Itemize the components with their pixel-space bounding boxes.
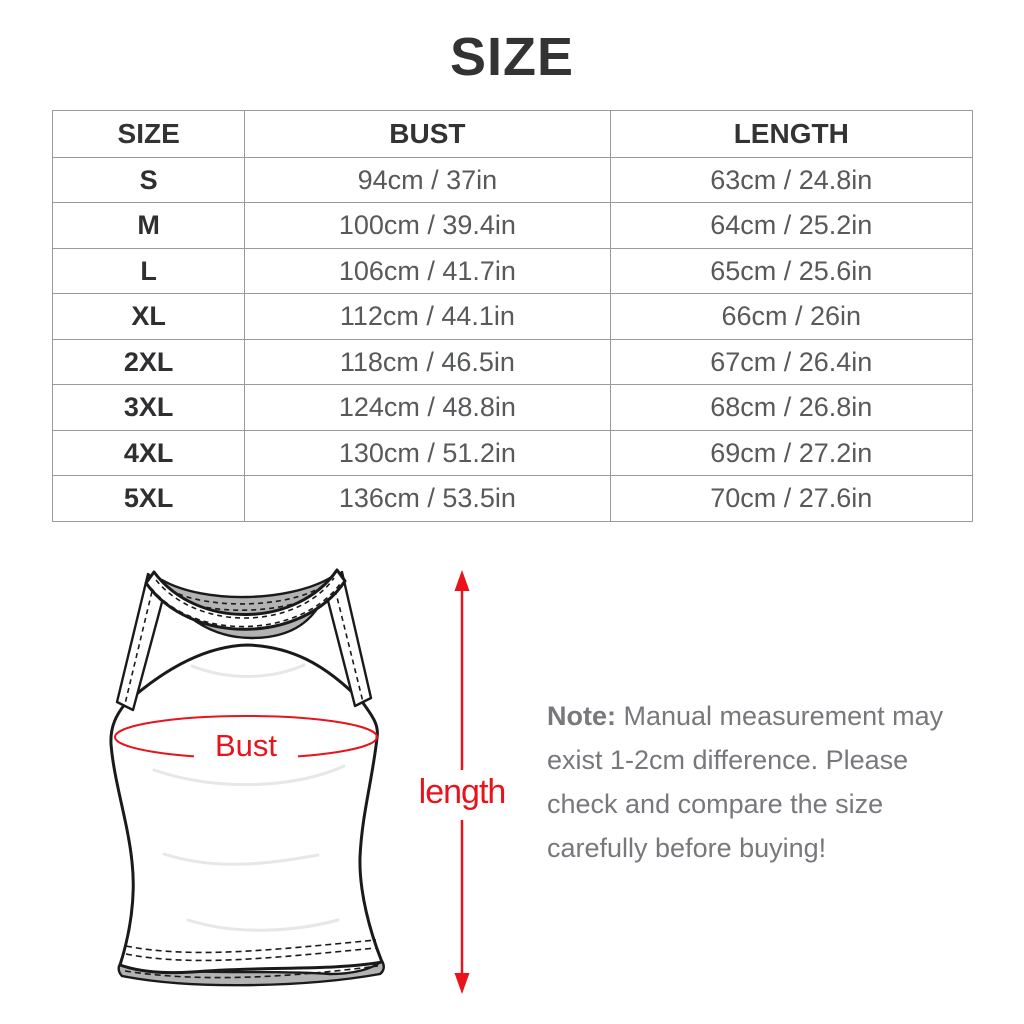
right-strap-stitching: [332, 580, 364, 703]
header-size: SIZE: [51, 110, 246, 158]
size-cell: XL: [51, 293, 246, 340]
neck-band-stitching: [155, 577, 335, 619]
length-label: length: [418, 773, 507, 811]
length-cell: 65cm / 25.6in: [609, 247, 973, 295]
note-text: Note: Manual measurement may exist 1-2cm…: [547, 694, 967, 870]
arrow-head-up-icon: [454, 570, 470, 591]
table-row: 5XL 136cm / 53.5in 70cm / 27.6in: [51, 475, 973, 522]
bust-cell: 130cm / 51.2in: [244, 429, 611, 477]
table-header-row: SIZE BUST LENGTH: [51, 110, 973, 158]
note-line: check and compare the size: [547, 789, 884, 819]
size-cell: S: [51, 156, 246, 204]
bust-cell: 136cm / 53.5in: [244, 475, 611, 522]
wrinkle-line: [162, 852, 320, 866]
bust-cell: 106cm / 41.7in: [244, 247, 611, 295]
note-label: Note:: [547, 701, 616, 731]
hem-stitching: [125, 947, 377, 962]
size-table: SIZE BUST LENGTH S 94cm / 37in 63cm / 24…: [51, 110, 973, 522]
note-line: Note: Manual measurement may: [547, 694, 967, 738]
wrinkle-line: [152, 764, 346, 787]
size-cell: 4XL: [51, 429, 246, 477]
left-strap-stitching: [124, 582, 155, 705]
neck-band: [144, 568, 347, 631]
bust-cell: 100cm / 39.4in: [244, 202, 611, 249]
bust-cell: 118cm / 46.5in: [244, 338, 611, 386]
length-cell: 70cm / 27.6in: [609, 475, 973, 522]
size-cell: 3XL: [51, 384, 246, 431]
page-title: SIZE: [449, 27, 575, 87]
length-cell: 64cm / 25.2in: [609, 202, 973, 249]
length-cell: 68cm / 26.8in: [609, 384, 973, 431]
table-row: L 106cm / 41.7in 65cm / 25.6in: [51, 247, 973, 295]
length-cell: 66cm / 26in: [609, 293, 973, 340]
hem-inner-band: [117, 959, 385, 987]
size-cell: 5XL: [51, 475, 246, 522]
tank-top-illustration: [109, 568, 385, 987]
table-row: XL 112cm / 44.1in 66cm / 26in: [51, 293, 973, 340]
table-row: 4XL 130cm / 51.2in 69cm / 27.2in: [51, 429, 973, 477]
bust-label: Bust: [194, 729, 298, 763]
note-line: exist 1-2cm difference. Please: [547, 745, 909, 775]
hem-stitching: [125, 939, 377, 954]
header-bust: BUST: [244, 110, 611, 158]
header-length: LENGTH: [609, 110, 973, 158]
wrinkle-line: [190, 663, 306, 678]
bust-cell: 112cm / 44.1in: [244, 293, 611, 340]
wrinkle-line: [186, 918, 340, 932]
bust-cell: 94cm / 37in: [244, 156, 611, 204]
length-cell: 69cm / 27.2in: [609, 429, 973, 477]
table-row: S 94cm / 37in 63cm / 24.8in: [51, 156, 973, 204]
table-row: 3XL 124cm / 48.8in 68cm / 26.8in: [51, 384, 973, 431]
arrow-head-down-icon: [454, 973, 470, 994]
size-cell: M: [51, 202, 246, 249]
size-cell: L: [51, 247, 246, 295]
table-row: M 100cm / 39.4in 64cm / 25.2in: [51, 202, 973, 249]
table-row: 2XL 118cm / 46.5in 67cm / 26.4in: [51, 338, 973, 386]
length-arrow: [454, 570, 470, 994]
size-cell: 2XL: [51, 338, 246, 386]
body-outline: [109, 643, 384, 975]
note-line: carefully before buying!: [547, 833, 827, 863]
hem-band-stitching: [124, 965, 379, 979]
length-cell: 63cm / 24.8in: [609, 156, 973, 204]
length-cell: 67cm / 26.4in: [609, 338, 973, 386]
bust-cell: 124cm / 48.8in: [244, 384, 611, 431]
note-line-text: Manual measurement may: [616, 701, 944, 731]
